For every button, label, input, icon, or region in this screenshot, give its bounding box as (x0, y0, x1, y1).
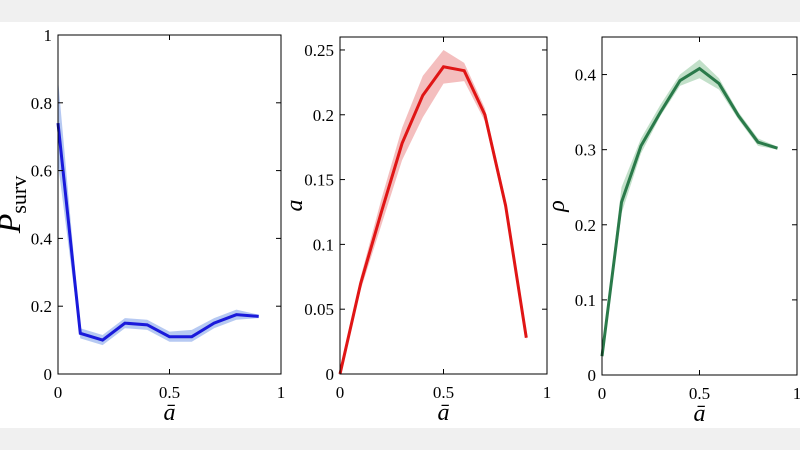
y-tick-label: 0 (588, 366, 597, 385)
x-axis-label: ā (164, 400, 176, 426)
plot-frame (57, 34, 282, 375)
y-tick-label: 0.25 (304, 41, 334, 60)
top-strip (0, 0, 800, 22)
y-tick-label: 0.4 (31, 229, 53, 248)
data-line (56, 122, 259, 342)
data-line (338, 65, 528, 375)
x-tick-label: 0.5 (159, 383, 180, 402)
x-tick-label: 0.5 (689, 384, 710, 403)
y-tick-label: 0 (44, 365, 53, 384)
y-tick-label: 0.2 (31, 297, 52, 316)
y-axis-label-main: ρ (544, 200, 570, 213)
y-tick-label: 0.4 (575, 66, 597, 85)
y-tick-label: 0.15 (304, 171, 334, 190)
x-tick-label: 0 (336, 383, 345, 402)
bottom-strip (0, 428, 800, 450)
y-axis-label-main: a (282, 200, 308, 212)
x-tick-label: 0 (598, 384, 607, 403)
y-tick-label: 0.1 (313, 235, 334, 254)
confidence-band (58, 79, 259, 346)
y-tick-label: 0.2 (575, 216, 596, 235)
y-axis-label: ρ (544, 200, 570, 213)
y-tick-label: 1 (44, 26, 53, 45)
plot-frame (339, 36, 548, 375)
x-tick-label: 0.5 (433, 383, 454, 402)
x-axis-label: ā (694, 401, 706, 427)
y-tick-label: 0.8 (31, 94, 52, 113)
y-axis-label-sub: surv (6, 176, 31, 214)
x-axis-label: ā (438, 400, 450, 426)
confidence-band (340, 49, 527, 374)
y-axis-label: a (282, 200, 308, 212)
x-tick-label: 1 (793, 384, 800, 403)
y-tick-label: 0.05 (304, 300, 334, 319)
confidence-band (602, 59, 778, 360)
x-tick-label: 1 (277, 383, 286, 402)
y-tick-label: 0.6 (31, 162, 52, 181)
y-tick-label: 0.1 (575, 291, 596, 310)
y-axis-label-main: P (0, 214, 27, 235)
data-line (600, 66, 778, 357)
plot-frame (601, 36, 798, 376)
y-tick-label: 0.3 (575, 141, 596, 160)
y-tick-label: 0 (326, 365, 335, 384)
y-tick-label: 0.2 (313, 106, 334, 125)
x-tick-label: 0 (54, 383, 63, 402)
y-axis-label: Psurv (0, 176, 31, 234)
x-tick-label: 1 (543, 383, 552, 402)
